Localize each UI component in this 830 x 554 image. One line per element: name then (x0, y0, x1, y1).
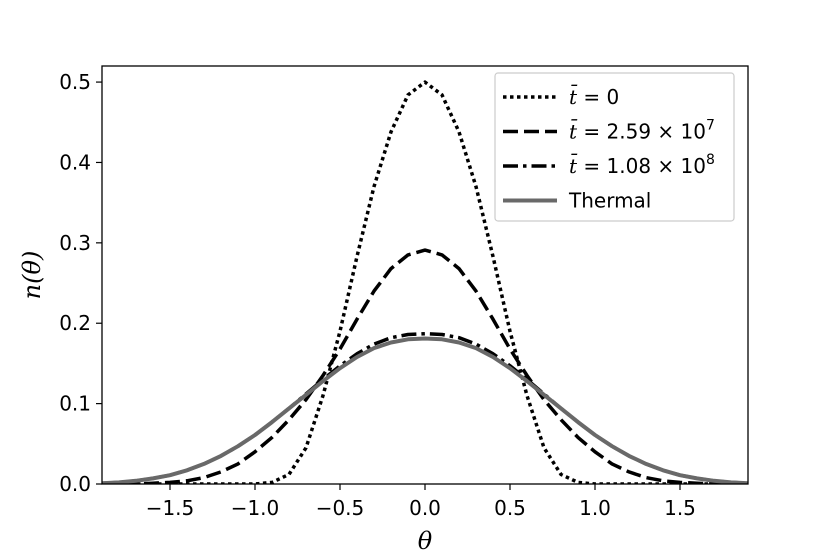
series-line-3 (102, 336, 748, 484)
y-tick-label: 0.4 (59, 150, 91, 174)
series-line-1 (102, 248, 748, 484)
series-line-0 (102, 80, 748, 484)
y-tick-label: 0.3 (59, 231, 91, 255)
x-tick-label: 1.5 (664, 496, 696, 520)
y-tick-label: 0.5 (59, 70, 91, 94)
legend-box (494, 72, 735, 222)
x-tick-label: 0.5 (494, 496, 526, 520)
x-tick-label: −0.5 (316, 496, 365, 520)
legend-label-3: Thermal (568, 189, 651, 213)
series-line-2 (102, 331, 748, 484)
y-axis-label: n(θ) (18, 251, 46, 300)
x-tick-label: −1.5 (146, 496, 195, 520)
x-tick-label: 1.0 (579, 496, 611, 520)
x-axis-label: θ (418, 527, 433, 554)
series-lines (102, 80, 748, 484)
legend: t̄ = 0 t̄ = 2.59 × 107 t̄ = 1.08 × 108 Ther… (494, 72, 735, 222)
y-tick-label: 0.0 (59, 472, 91, 496)
y-axis: 0.0 0.1 0.2 0.3 0.4 0.5 (59, 70, 102, 496)
y-tick-label: 0.1 (59, 392, 91, 416)
legend-label-0: t̄ = 0 (569, 84, 619, 109)
legend-label-1: t̄ = 2.59 × 107 (569, 118, 715, 144)
legend-label-2: t̄ = 1.08 × 108 (569, 152, 715, 178)
x-axis: −1.5 −1.0 −0.5 0.0 0.5 1.0 1.5 (146, 484, 696, 520)
y-tick-label: 0.2 (59, 311, 91, 335)
x-tick-label: −1.0 (231, 496, 280, 520)
x-tick-label: 0.0 (409, 496, 441, 520)
